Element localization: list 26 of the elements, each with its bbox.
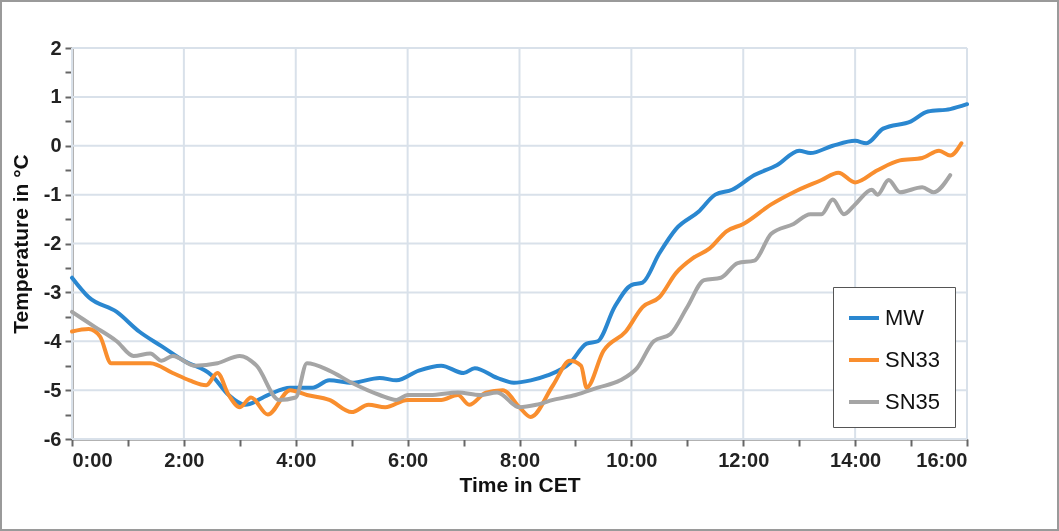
- y-tick-label: -5: [43, 378, 62, 401]
- x-axis-title: Time in CET: [459, 472, 581, 496]
- line-series: [70, 141, 964, 420]
- legend-label: SN35: [885, 389, 941, 414]
- x-tick-label: 10:00: [606, 448, 658, 471]
- y-tick-label: 0: [50, 134, 62, 157]
- line-series: [70, 173, 953, 410]
- y-tick-label: -3: [43, 280, 62, 303]
- y-axis-title: Temperature in °C: [8, 154, 32, 334]
- x-tick-label: 8:00: [499, 448, 541, 471]
- y-tick-label: -2: [43, 232, 62, 254]
- legend-label: MW: [885, 305, 925, 330]
- line-series: [70, 102, 969, 407]
- x-tick-label: 16:00: [916, 448, 968, 471]
- x-tick-label: 6:00: [388, 448, 429, 471]
- y-tick-label: 2: [50, 36, 62, 59]
- x-tick-label: 4:00: [276, 448, 317, 471]
- y-tick-label: -4: [43, 329, 63, 352]
- legend-label: SN33: [885, 347, 941, 372]
- y-tick-label: -1: [43, 183, 62, 206]
- y-tick-label: 1: [50, 85, 62, 108]
- y-tick-label: -6: [43, 427, 62, 450]
- x-tick-label: 14:00: [830, 448, 882, 471]
- x-tick-label: 0:00: [72, 448, 113, 471]
- x-tick-label: 2:00: [164, 448, 205, 471]
- x-tick-label: 12:00: [718, 448, 770, 471]
